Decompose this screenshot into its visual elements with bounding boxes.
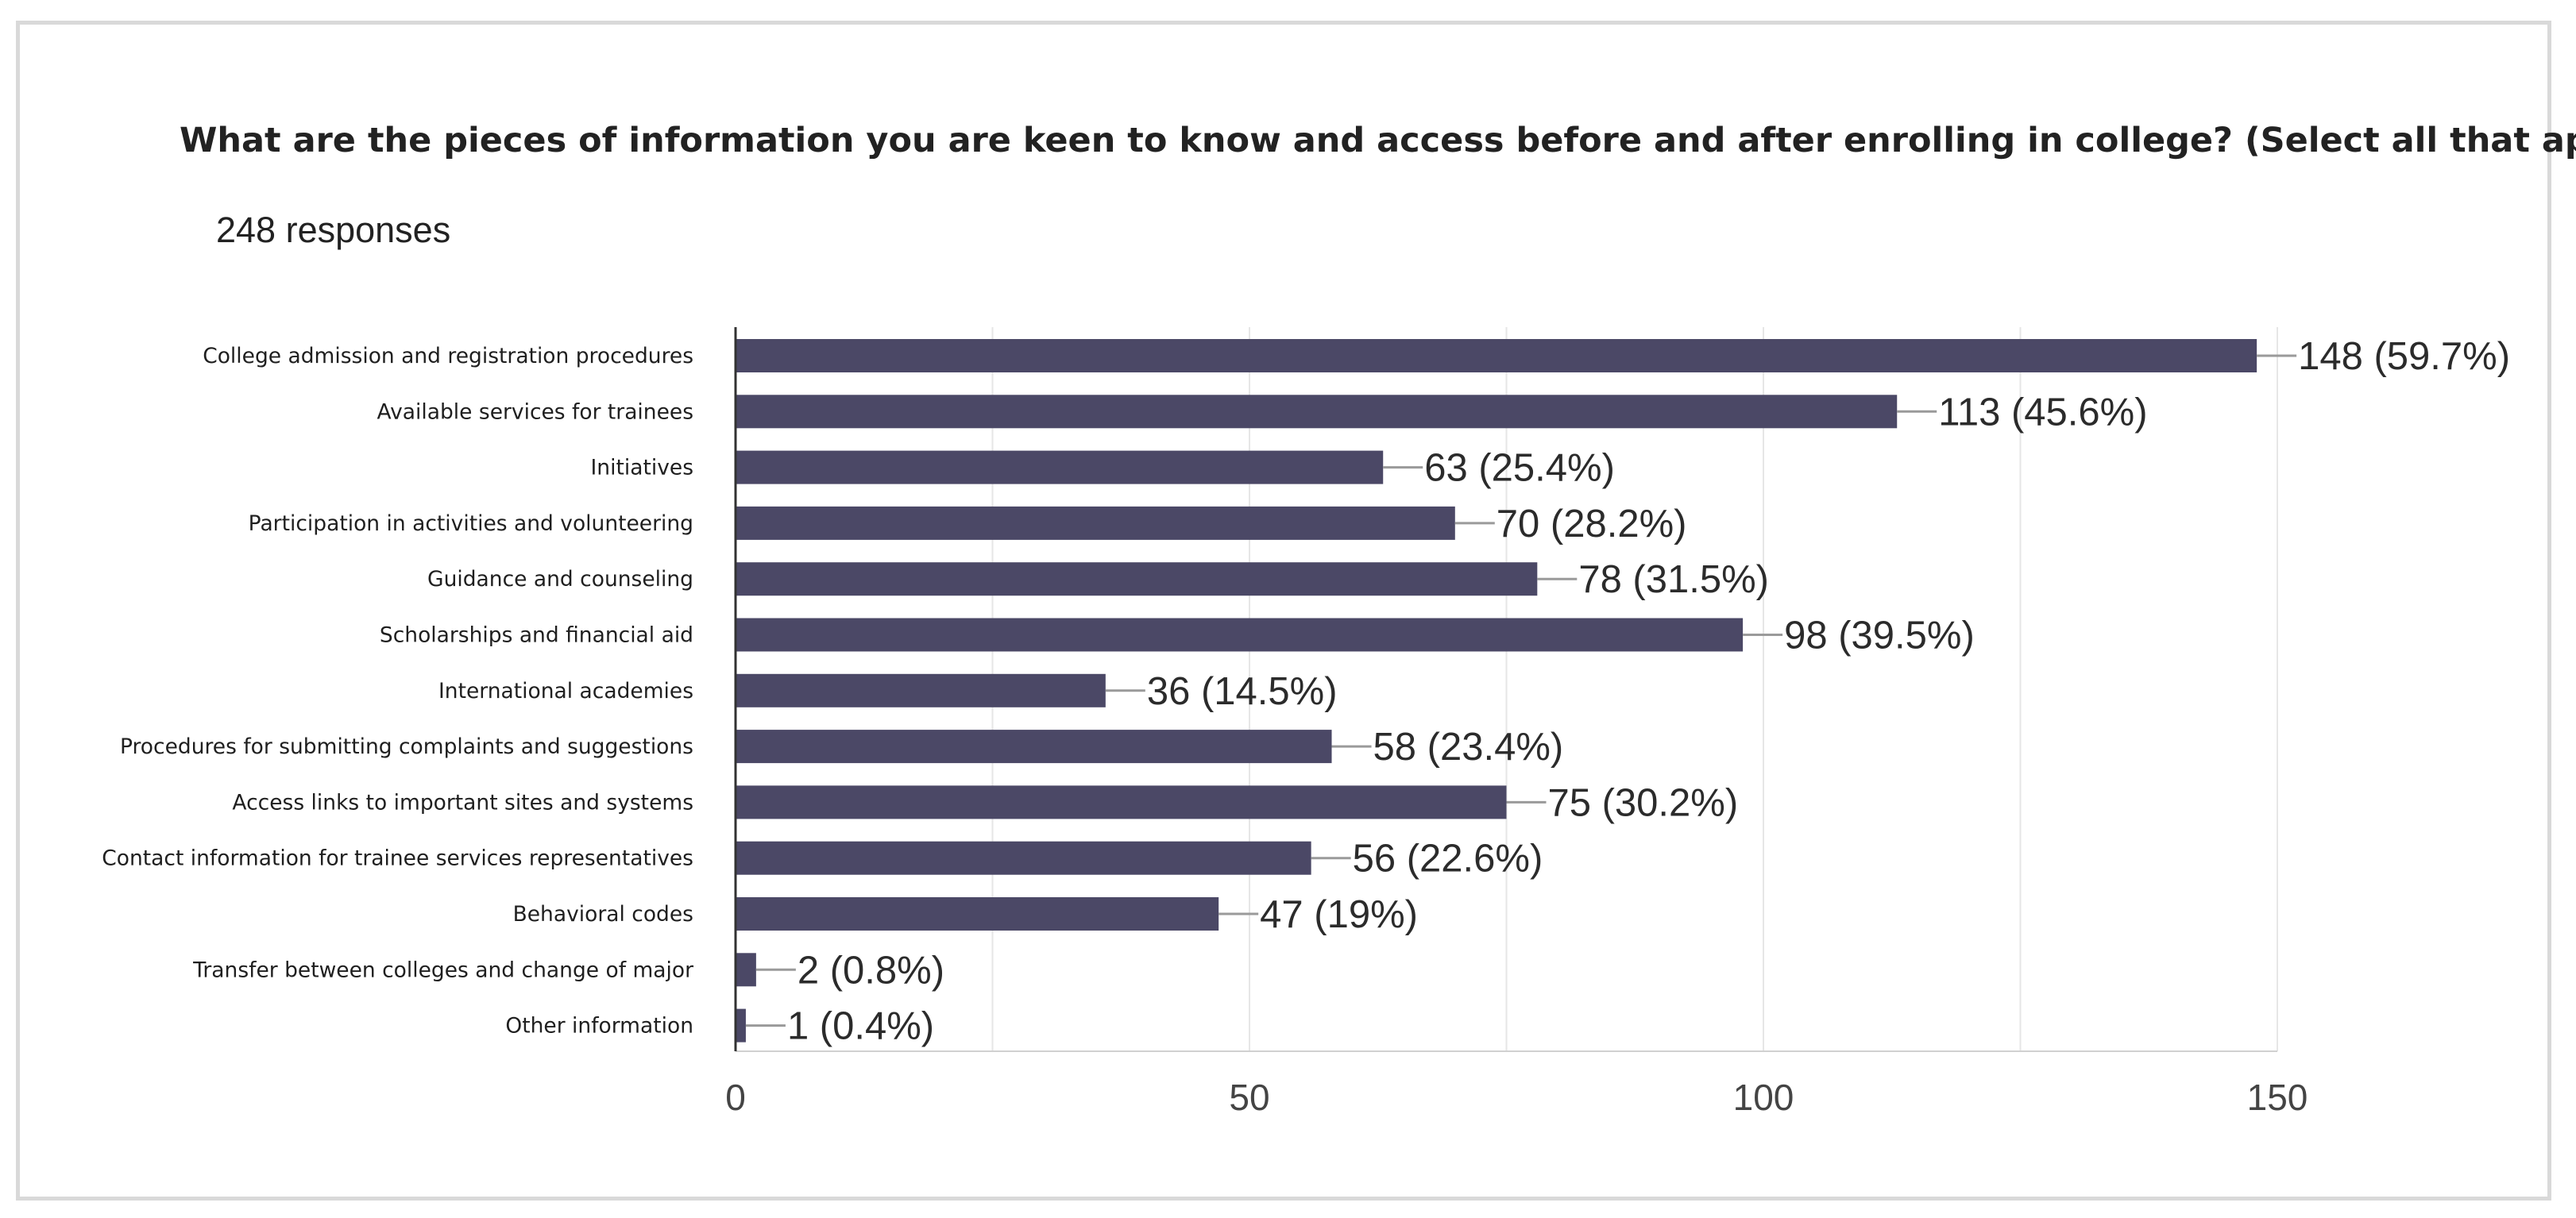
chart-title: What are the pieces of information you a…: [180, 121, 2576, 160]
data-label: 36 (14.5%): [1147, 670, 1338, 713]
data-label: 78 (31.5%): [1578, 558, 1769, 601]
category-label: Available services for trainees: [377, 399, 693, 424]
bar: [736, 730, 1332, 764]
data-label: 63 (25.4%): [1424, 447, 1615, 490]
category-label: Contact information for trainee services…: [102, 846, 693, 871]
bar: [736, 1008, 746, 1043]
category-label: Transfer between colleges and change of …: [192, 958, 693, 982]
data-label: 70 (28.2%): [1497, 503, 1687, 545]
data-label: 98 (39.5%): [1784, 615, 1975, 657]
bar: [736, 841, 1311, 875]
bar: [736, 618, 1744, 652]
category-label: Scholarships and financial aid: [380, 623, 693, 648]
bar: [736, 897, 1219, 931]
data-label: 75 (30.2%): [1548, 781, 1739, 824]
category-label: Initiatives: [590, 456, 693, 480]
bar: [736, 785, 1507, 819]
bar: [736, 562, 1538, 596]
x-tick-label: 0: [725, 1077, 746, 1118]
data-label: 56 (22.6%): [1353, 838, 1543, 881]
bar: [736, 953, 756, 987]
bar: [736, 506, 1455, 540]
category-label: Participation in activities and voluntee…: [249, 511, 693, 536]
category-label: Procedures for submitting complaints and…: [120, 734, 693, 759]
category-label: International academies: [438, 679, 693, 703]
bar: [736, 450, 1384, 484]
x-tick-label: 100: [1733, 1077, 1794, 1118]
category-label: Other information: [505, 1014, 693, 1039]
category-label: Guidance and counseling: [427, 567, 693, 592]
data-label: 58 (23.4%): [1373, 726, 1564, 769]
chart-card: [16, 21, 2551, 1201]
data-label: 1 (0.4%): [787, 1005, 934, 1048]
bar: [736, 673, 1106, 707]
bar: [736, 395, 1898, 429]
data-label: 2 (0.8%): [798, 949, 944, 992]
category-label: College admission and registration proce…: [203, 344, 693, 368]
data-label: 113 (45.6%): [1938, 391, 2147, 434]
data-label: 47 (19%): [1260, 893, 1418, 936]
data-label: 148 (59.7%): [2298, 335, 2510, 378]
response-count: 248 responses: [216, 210, 451, 250]
x-tick-label: 150: [2247, 1077, 2308, 1118]
bar: [736, 339, 2257, 372]
x-tick-label: 50: [1229, 1077, 1269, 1118]
category-label: Behavioral codes: [513, 902, 693, 927]
category-label: Access links to important sites and syst…: [232, 790, 693, 815]
